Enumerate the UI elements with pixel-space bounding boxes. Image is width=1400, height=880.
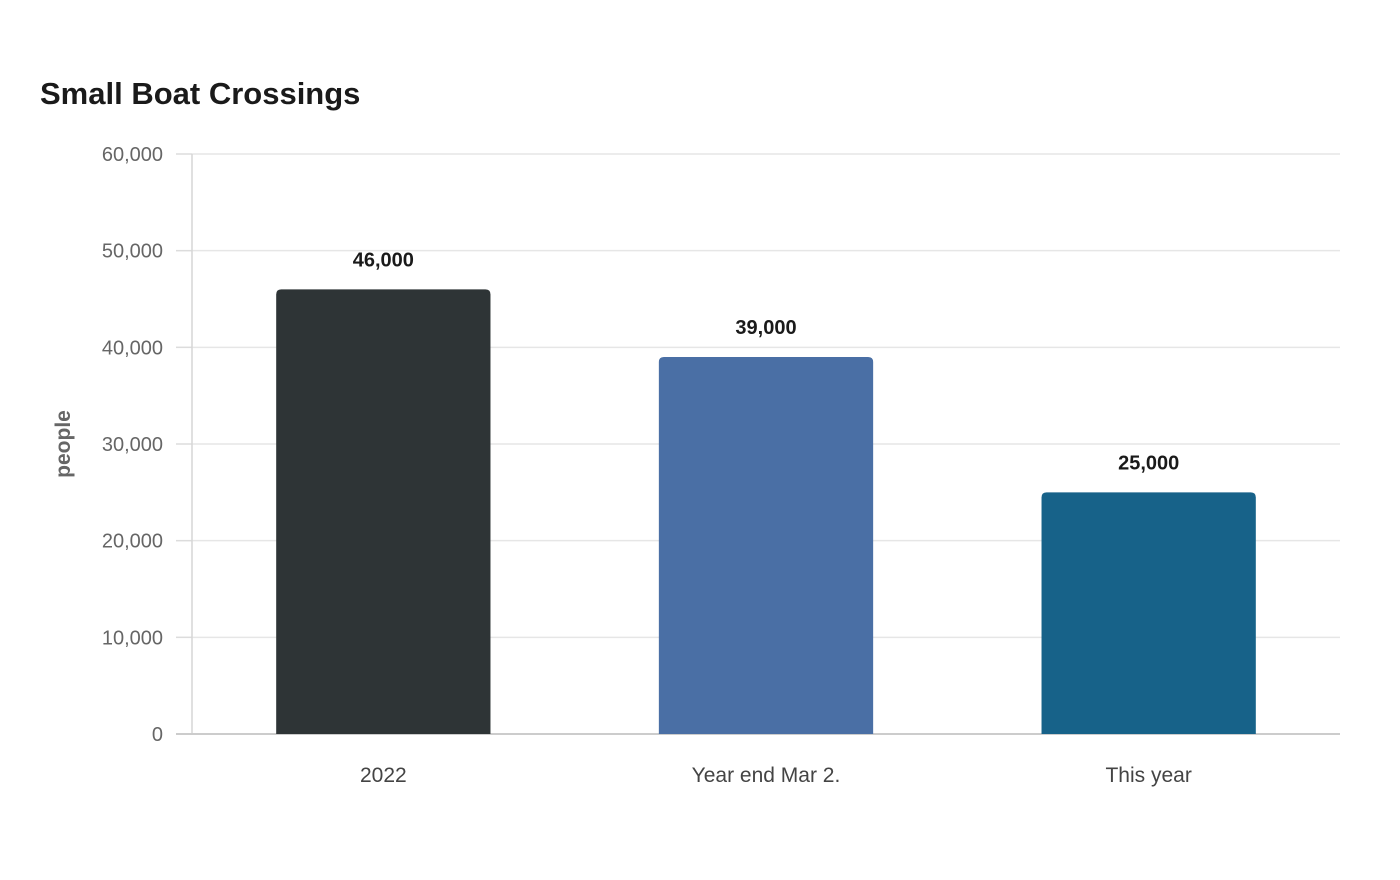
x-tick-label: 2022 xyxy=(360,764,407,787)
y-tick-label: 60,000 xyxy=(102,144,163,166)
y-axis-title: people xyxy=(52,410,75,478)
y-tick-label: 40,000 xyxy=(102,337,163,359)
labels: 0 10,000 20,000 30,000 40,000 50,000 60,000 46,… xyxy=(102,144,1192,787)
bar xyxy=(658,357,874,734)
y-tick-label: 0 xyxy=(152,724,163,746)
y-tick-label: 20,000 xyxy=(102,531,163,553)
bar-value-label: 39,000 xyxy=(735,317,796,339)
bar xyxy=(1041,492,1256,734)
bar xyxy=(276,289,491,734)
bars xyxy=(276,289,1256,734)
chart-title: Small Boat Crossings xyxy=(40,76,361,111)
bar-value-label: 25,000 xyxy=(1118,452,1179,474)
y-tick-label: 50,000 xyxy=(102,241,163,263)
bar-value-label: 46,000 xyxy=(353,249,414,271)
y-tick-label: 10,000 xyxy=(102,627,163,649)
x-tick-label: Year end Mar 2. xyxy=(692,764,841,787)
y-tick-label: 30,000 xyxy=(102,434,163,456)
x-tick-label: This year xyxy=(1105,764,1191,787)
